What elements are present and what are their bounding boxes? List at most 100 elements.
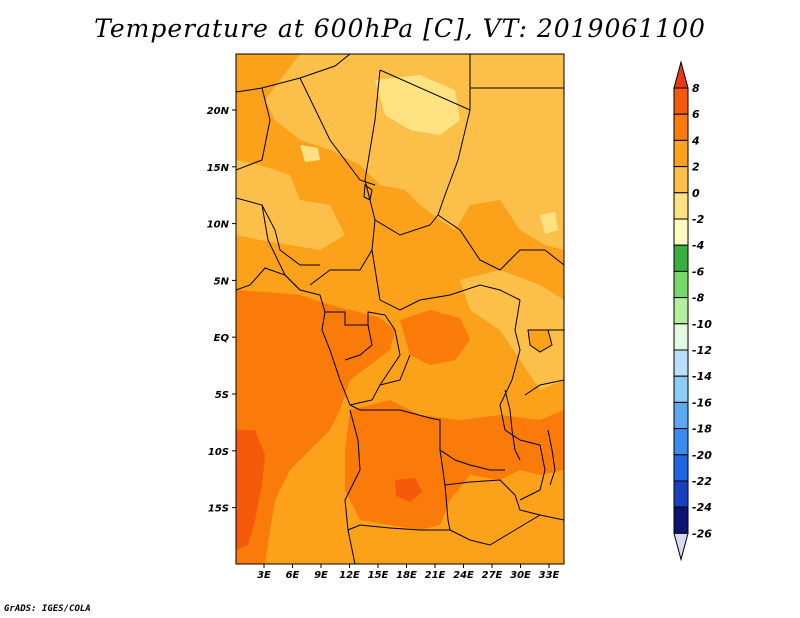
colorbar-label: 0 <box>692 187 700 200</box>
colorbar-box <box>673 139 689 168</box>
temperature-field <box>236 54 564 564</box>
field-neg2-0-north <box>375 75 460 135</box>
colorbar-label: -26 <box>692 527 712 540</box>
field-neg2-0-patch-2 <box>540 212 558 234</box>
lon-label: 9E <box>314 570 328 581</box>
colorbar-label: -18 <box>692 423 712 436</box>
colorbar-box <box>673 218 689 246</box>
lat-label: EQ <box>214 333 230 344</box>
latitude-axis: 20N 15N 10N 5N EQ 5S 10S 15S <box>207 106 236 515</box>
border-line <box>347 484 451 531</box>
map-title: Temperature at 600hPa [C], VT: 201906110… <box>94 14 706 43</box>
field-0-2-west <box>236 160 345 250</box>
border-line <box>325 311 386 326</box>
lon-label: 30E <box>510 570 531 581</box>
field-0-2-northeast <box>265 54 564 250</box>
border-line <box>364 69 381 181</box>
colorbar-label: -8 <box>692 292 705 305</box>
lake-malawi <box>547 429 556 486</box>
border-line <box>374 214 564 271</box>
border-line <box>236 197 320 266</box>
field-4-6-centre <box>400 310 470 365</box>
colorbar-bottom-triangle <box>673 532 689 562</box>
border-line <box>349 404 505 471</box>
colorbar-label: -10 <box>692 318 712 331</box>
lon-label: 27E <box>482 570 503 581</box>
colorbar-box <box>673 297 689 325</box>
border-line <box>309 179 376 286</box>
field-0-2-east <box>460 270 564 390</box>
lon-label: 12E <box>339 570 360 581</box>
border-line <box>524 379 564 396</box>
border-line <box>499 299 521 441</box>
colorbar-label: -12 <box>692 344 712 357</box>
colorbar-label: -16 <box>692 396 712 409</box>
lake-tanganyika <box>504 389 521 461</box>
colorbar-label: 8 <box>692 82 700 95</box>
colorbar-label: -4 <box>692 239 704 252</box>
border-line <box>439 449 564 521</box>
map-frame <box>235 53 565 565</box>
lake-victoria <box>527 329 553 353</box>
field-neg2-0-patch <box>300 145 320 162</box>
border-line <box>449 514 541 546</box>
border-line <box>519 439 546 501</box>
colorbar-label: -2 <box>692 213 705 226</box>
colorbar-box <box>673 375 689 403</box>
border-line <box>299 77 376 186</box>
lon-label: 24E <box>453 570 474 581</box>
lat-label: 15S <box>208 504 229 515</box>
lon-label: 21E <box>425 570 446 581</box>
lon-label: 18E <box>396 570 417 581</box>
colorbar-box <box>673 87 689 115</box>
colorbar-label: -14 <box>692 370 712 383</box>
colorbar-label: 2 <box>692 161 700 174</box>
colorbar-box <box>673 323 689 351</box>
colorbar-box <box>673 113 689 141</box>
colorbar-top-triangle <box>673 60 689 89</box>
lon-label: 15E <box>368 570 389 581</box>
field-6-8-patch <box>395 478 422 502</box>
colorbar-box <box>673 349 689 377</box>
lat-label: 5N <box>214 276 230 287</box>
country-borders <box>236 54 564 564</box>
lon-label: 33E <box>539 570 560 581</box>
colorbar-box <box>673 428 689 456</box>
colorbar-label: -20 <box>692 449 712 462</box>
lat-label: 15N <box>207 163 230 174</box>
lat-label: 20N <box>207 106 230 117</box>
longitude-axis: 3E 6E 9E 12E 15E 18E 21E 24E 27E 30E 33E <box>257 564 560 581</box>
border-line <box>437 109 471 216</box>
colorbar-box <box>673 480 689 508</box>
lon-label: 6E <box>286 570 300 581</box>
colorbar-box <box>673 192 689 220</box>
lat-label: 10S <box>208 447 229 458</box>
colorbar-box <box>673 506 689 534</box>
lat-label: 10N <box>207 220 230 231</box>
border-line <box>236 87 271 171</box>
coastline <box>236 267 351 406</box>
border-line <box>379 354 411 386</box>
field-4-6-west <box>236 290 395 564</box>
border-line <box>344 409 361 564</box>
border-line <box>344 324 373 361</box>
colorbar-box <box>673 270 689 299</box>
border-line <box>349 314 401 406</box>
colorbar-label: 6 <box>692 108 700 121</box>
colorbar-box <box>673 244 689 272</box>
colorbar-label: -6 <box>692 265 705 278</box>
colorbar-label: -24 <box>692 501 712 514</box>
colorbar-label: -22 <box>692 475 712 488</box>
lat-label: 5S <box>215 390 229 401</box>
lake-chad <box>363 184 373 201</box>
lon-label: 3E <box>257 570 271 581</box>
colorbar-box <box>673 454 689 482</box>
software-credit: GrADS: IGES/COLA <box>4 604 91 614</box>
field-6-8-southwest <box>236 430 265 550</box>
border-line <box>371 249 521 311</box>
colorbar-label: 4 <box>691 134 700 147</box>
colorbar-box <box>673 401 689 430</box>
colorbar: 8 6 4 2 0 -2 -4 -6 -8 -10 -12 -14 -16 -18 -20 -22 -24 -26 <box>673 60 712 562</box>
colorbar-box <box>673 166 689 194</box>
